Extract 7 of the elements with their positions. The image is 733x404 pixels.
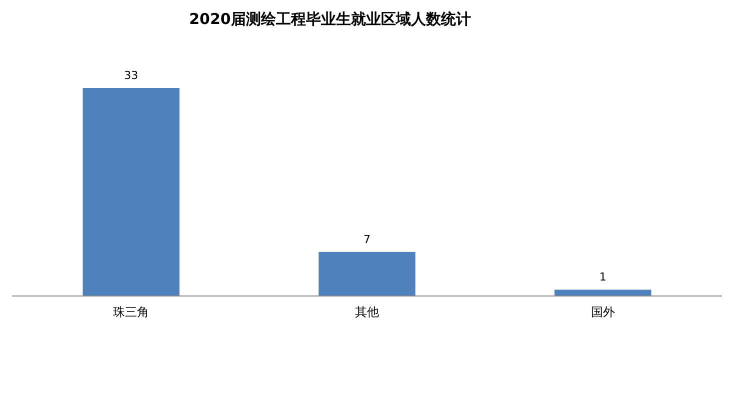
x-tick-label: 其他 [355, 305, 379, 319]
x-tick-label: 国外 [590, 305, 615, 319]
data-label: 33 [124, 69, 138, 82]
chart-title: 2020届测绘工程毕业生就业区域人数统计 [189, 10, 471, 28]
data-label: 7 [364, 232, 370, 246]
data-label: 1 [599, 270, 606, 284]
x-tick-label: 珠三角 [113, 305, 150, 319]
